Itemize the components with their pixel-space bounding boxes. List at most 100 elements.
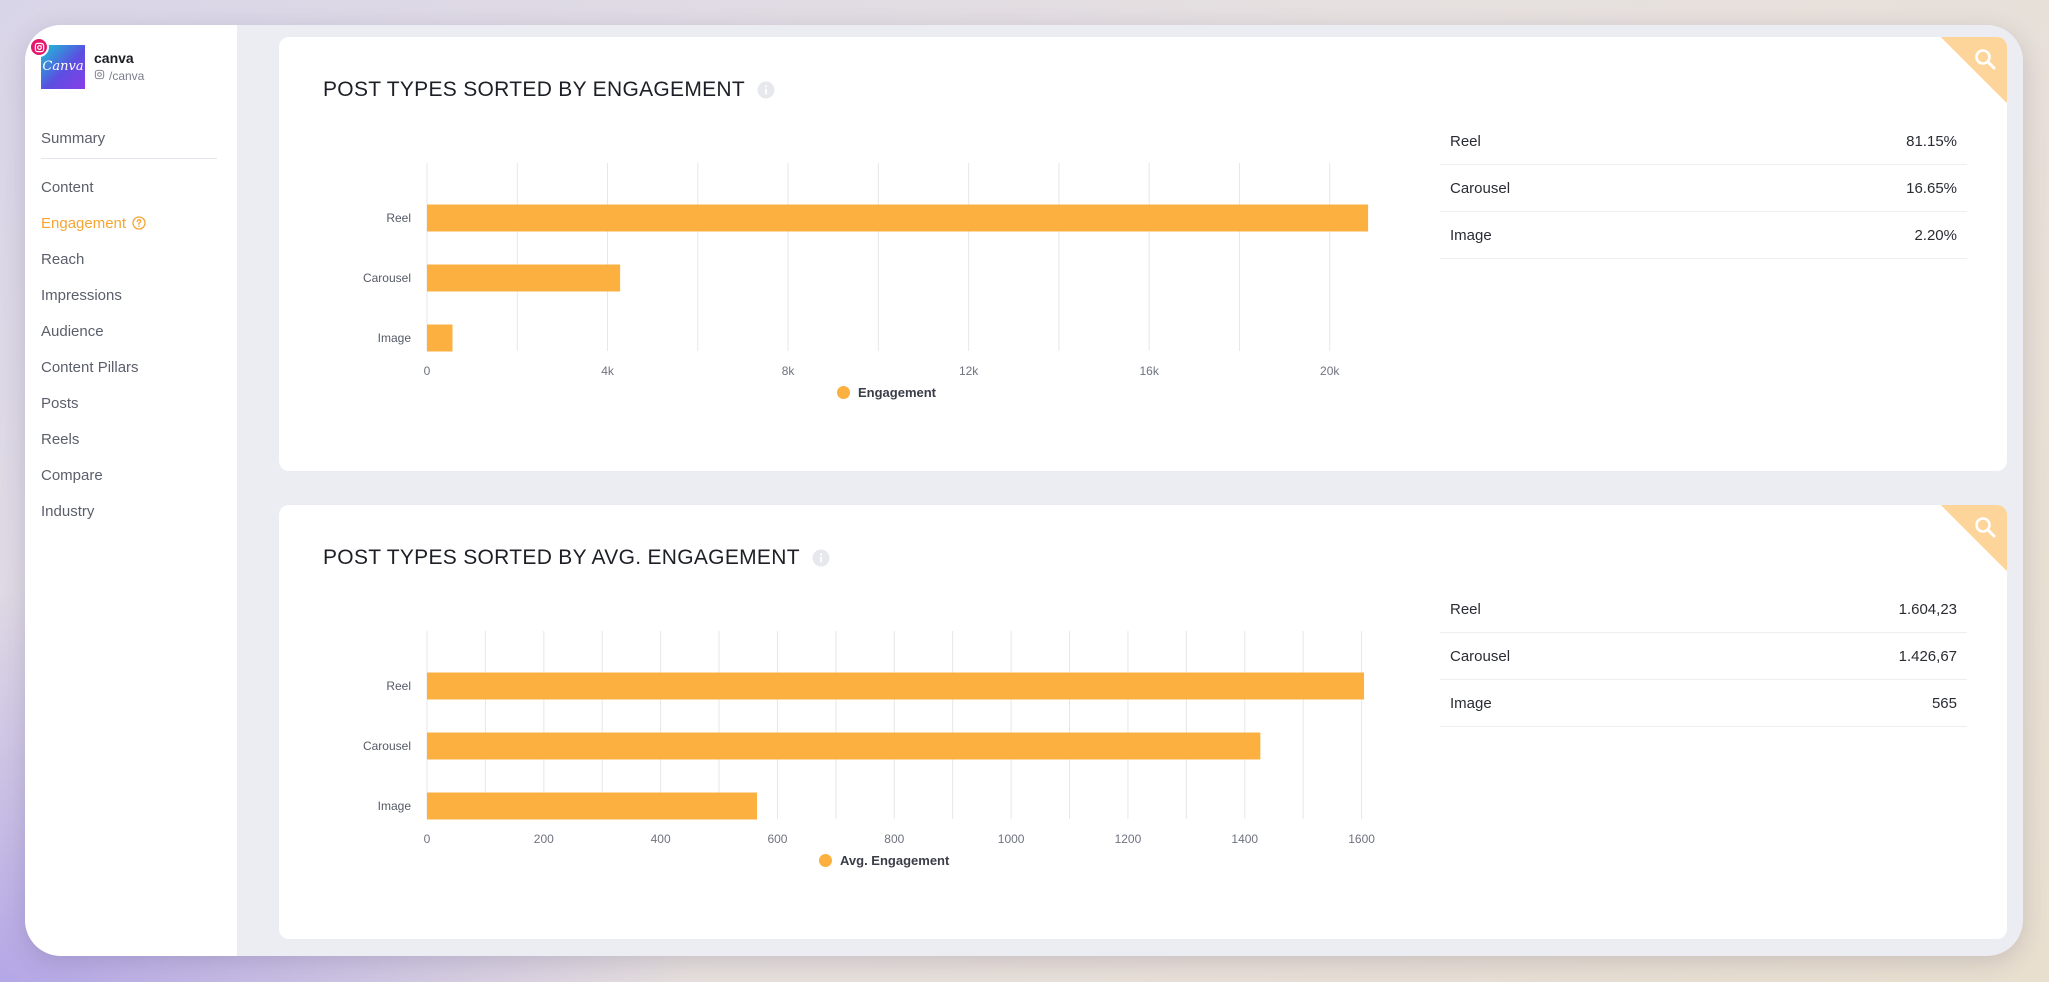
sidebar-item-audience[interactable]: Audience	[41, 313, 217, 349]
sidebar-item-label: Audience	[41, 322, 104, 340]
chart-legend[interactable]: Avg. Engagement	[819, 853, 949, 868]
sidebar-item-label: Engagement	[41, 214, 127, 232]
avg-engagement-bar-chart: 0 200 400 600 800 1000 1200 1400 1600 Reel Carouse…	[363, 631, 1375, 846]
stats-table: Reel 81.15% Carousel 16.65% Image 2.20%	[1440, 118, 1967, 259]
avatar: Canva	[41, 45, 85, 89]
stat-row: Image 2.20%	[1440, 212, 1967, 259]
stat-value: 2.20%	[1914, 226, 1957, 244]
nav-divider	[41, 158, 217, 159]
sidebar-item-reels[interactable]: Reels	[41, 421, 217, 457]
x-tick-label: 200	[534, 832, 554, 846]
bar-reel	[427, 204, 1369, 232]
stat-label: Reel	[1450, 600, 1481, 618]
sidebar-item-label: Reels	[41, 430, 80, 448]
search-icon	[1973, 515, 1997, 544]
stat-row: Carousel 1.426,67	[1440, 633, 1967, 680]
profile-name: canva	[94, 50, 134, 66]
sidebar-item-label: Content Pillars	[41, 358, 139, 376]
card-title-text: POST TYPES SORTED BY AVG. ENGAGEMENT	[323, 546, 800, 569]
sidebar-item-label: Industry	[41, 502, 95, 520]
stat-label: Carousel	[1450, 179, 1511, 197]
y-category-label: Reel	[386, 679, 411, 693]
app-window: Canva canva /canva Summary Content Engag…	[25, 25, 2023, 956]
sidebar-item-content[interactable]: Content	[41, 169, 217, 205]
sidebar-item-engagement[interactable]: Engagement	[41, 205, 217, 241]
bar-image	[427, 792, 758, 820]
y-category-label: Reel	[386, 211, 411, 225]
bar-reel	[427, 672, 1365, 700]
sidebar-item-impressions[interactable]: Impressions	[41, 277, 217, 313]
stat-row: Carousel 16.65%	[1440, 165, 1967, 212]
card-title-text: POST TYPES SORTED BY ENGAGEMENT	[323, 78, 746, 101]
zoom-corner-button[interactable]	[1941, 37, 2007, 103]
legend-label: Engagement	[858, 385, 937, 400]
sidebar-item-label: Compare	[41, 466, 103, 484]
sidebar-item-compare[interactable]: Compare	[41, 457, 217, 493]
stats-table: Reel 1.604,23 Carousel 1.426,67 Image 56…	[1440, 586, 1967, 727]
x-tick-label: 20k	[1320, 364, 1340, 378]
sidebar-item-reach[interactable]: Reach	[41, 241, 217, 277]
stat-value: 81.15%	[1906, 132, 1957, 150]
y-category-label: Carousel	[363, 739, 411, 753]
x-tick-label: 0	[424, 364, 431, 378]
x-tick-label: 1200	[1115, 832, 1142, 846]
y-category-label: Image	[378, 331, 412, 345]
x-tick-label: 0	[424, 832, 431, 846]
avg-engagement-card: 0 200 400 600 800 1000 1200 1400 1600 Reel Carouse…	[279, 505, 2007, 939]
stat-label: Reel	[1450, 132, 1481, 150]
sidebar-nav: Summary Content Engagement Reach Impress…	[41, 120, 217, 529]
zoom-corner-button[interactable]	[1941, 505, 2007, 571]
card-title: POST TYPES SORTED BY ENGAGEMENT	[323, 78, 775, 102]
sidebar-item-label: Impressions	[41, 286, 122, 304]
stat-row: Image 565	[1440, 680, 1967, 727]
stat-label: Carousel	[1450, 647, 1511, 665]
legend-dot	[819, 854, 832, 867]
x-tick-label: 1000	[998, 832, 1025, 846]
stat-value: 1.604,23	[1898, 600, 1957, 618]
x-tick-label: 600	[767, 832, 787, 846]
stat-label: Image	[1450, 694, 1492, 712]
profile-handle-text: /canva	[109, 69, 145, 83]
x-tick-label: 400	[651, 832, 671, 846]
y-category-label: Carousel	[363, 271, 411, 285]
bar-carousel	[427, 732, 1261, 760]
stat-row: Reel 1.604,23	[1440, 586, 1967, 633]
info-icon[interactable]	[757, 81, 775, 99]
sidebar-item-label: Reach	[41, 250, 85, 268]
x-tick-label: 4k	[601, 364, 615, 378]
stat-value: 16.65%	[1906, 179, 1957, 197]
sidebar-item-posts[interactable]: Posts	[41, 385, 217, 421]
chart-legend[interactable]: Engagement	[837, 385, 936, 400]
bar-image	[427, 324, 453, 352]
engagement-card: 0 4k 8k 12k 16k 20k Reel Carousel Image POST TYP…	[279, 37, 2007, 471]
sidebar-item-summary[interactable]: Summary	[41, 120, 217, 156]
x-tick-label: 1600	[1348, 832, 1375, 846]
info-icon[interactable]	[812, 549, 830, 567]
sidebar-item-label: Posts	[41, 394, 79, 412]
stat-value: 1.426,67	[1898, 647, 1957, 665]
sidebar: Canva canva /canva Summary Content Engag…	[25, 25, 237, 956]
sidebar-item-label: Summary	[41, 129, 106, 147]
profile-header[interactable]: Canva canva /canva	[29, 37, 231, 95]
card-title: POST TYPES SORTED BY AVG. ENGAGEMENT	[323, 546, 830, 570]
instagram-icon	[94, 69, 105, 83]
y-category-label: Image	[378, 799, 412, 813]
legend-label: Avg. Engagement	[840, 853, 950, 868]
sidebar-item-content-pillars[interactable]: Content Pillars	[41, 349, 217, 385]
legend-dot	[837, 386, 850, 399]
search-icon	[1973, 47, 1997, 76]
stat-value: 565	[1931, 694, 1957, 712]
sidebar-item-industry[interactable]: Industry	[41, 493, 217, 529]
x-tick-label: 1400	[1231, 832, 1258, 846]
profile-handle: /canva	[94, 69, 144, 83]
engagement-bar-chart: 0 4k 8k 12k 16k 20k Reel Carousel Image	[363, 163, 1369, 378]
x-tick-label: 12k	[959, 364, 979, 378]
x-tick-label: 8k	[782, 364, 796, 378]
bar-carousel	[427, 264, 621, 292]
instagram-badge-icon	[29, 37, 49, 57]
sidebar-item-label: Content	[41, 178, 94, 196]
x-tick-label: 16k	[1140, 364, 1160, 378]
stat-row: Reel 81.15%	[1440, 118, 1967, 165]
help-circle-icon[interactable]	[132, 216, 146, 230]
x-tick-label: 800	[884, 832, 904, 846]
